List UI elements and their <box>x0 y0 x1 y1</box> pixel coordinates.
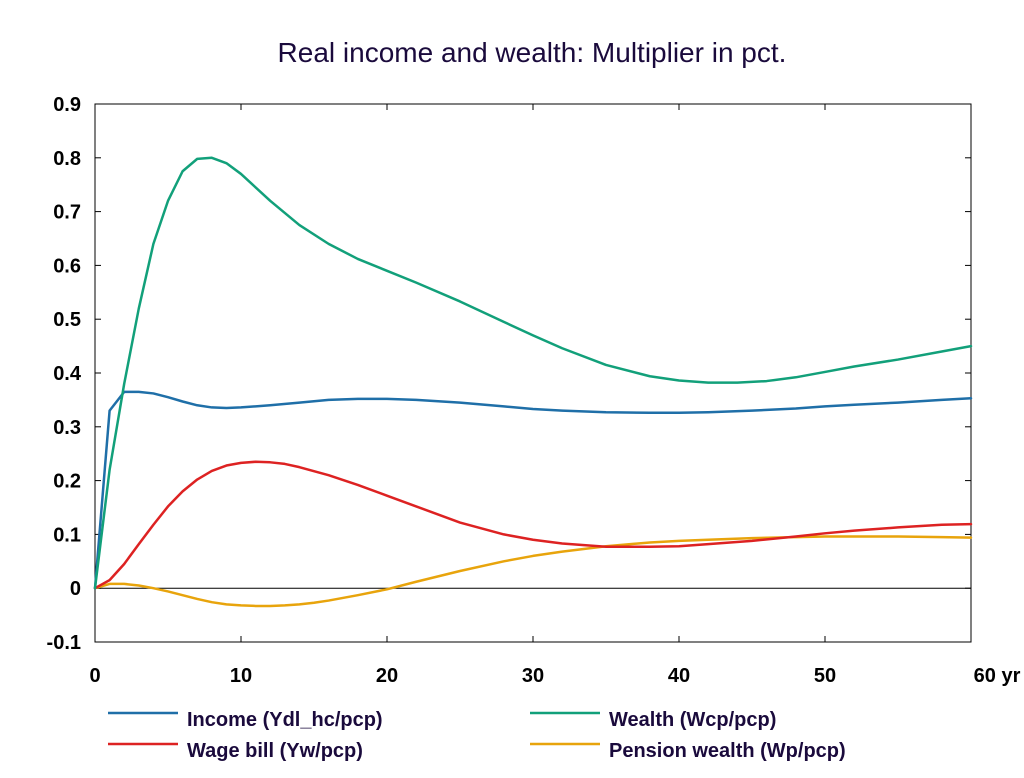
y-tick-label: -0.1 <box>47 632 81 654</box>
plot-frame <box>94 103 972 643</box>
x-tick-label: 0 <box>89 665 100 687</box>
series-line-3 <box>93 460 973 590</box>
legend-label-2: Wealth (Wcp/pcp) <box>609 709 776 731</box>
y-tick-label: 0.3 <box>53 417 81 439</box>
x-tick-label: 40 <box>668 665 690 687</box>
y-tick-label: 0.5 <box>53 309 81 331</box>
plot-area: -0.1 0 0.1 0.2 0.3 0.4 0.5 0.6 0.7 0.8 0.9 0 10 20 30 4… <box>47 94 1021 687</box>
legend-label-4: Pension wealth (Wp/pcp) <box>609 740 846 762</box>
y-tick-label: 0.2 <box>53 471 81 493</box>
x-tick-label: 10 <box>230 665 252 687</box>
y-tick-label: 0.6 <box>53 255 81 277</box>
legend-label-3: Wage bill (Yw/pcp) <box>187 740 363 762</box>
chart-title: Real income and wealth: Multiplier in pc… <box>278 37 787 68</box>
y-tick-label: 0.8 <box>53 148 81 170</box>
x-tick-label: 60 yr <box>974 665 1021 687</box>
series-line-4 <box>93 535 973 608</box>
x-tick-label: 50 <box>814 665 836 687</box>
series-line-1 <box>93 390 973 590</box>
legend-label-1: Income (Ydl_hc/pcp) <box>187 709 383 731</box>
y-tick-label: 0.9 <box>53 94 81 116</box>
y-tick-label: 0.7 <box>53 202 81 224</box>
y-tick-label: 0 <box>70 578 81 600</box>
x-tick-label: 20 <box>376 665 398 687</box>
y-tick-label: 0.1 <box>53 524 81 546</box>
x-tick-label: 30 <box>522 665 544 687</box>
series-line-2 <box>93 156 973 590</box>
y-tick-label: 0.4 <box>53 363 82 385</box>
legend: Income (Ydl_hc/pcp) Wealth (Wcp/pcp) Wage … <box>108 709 846 762</box>
